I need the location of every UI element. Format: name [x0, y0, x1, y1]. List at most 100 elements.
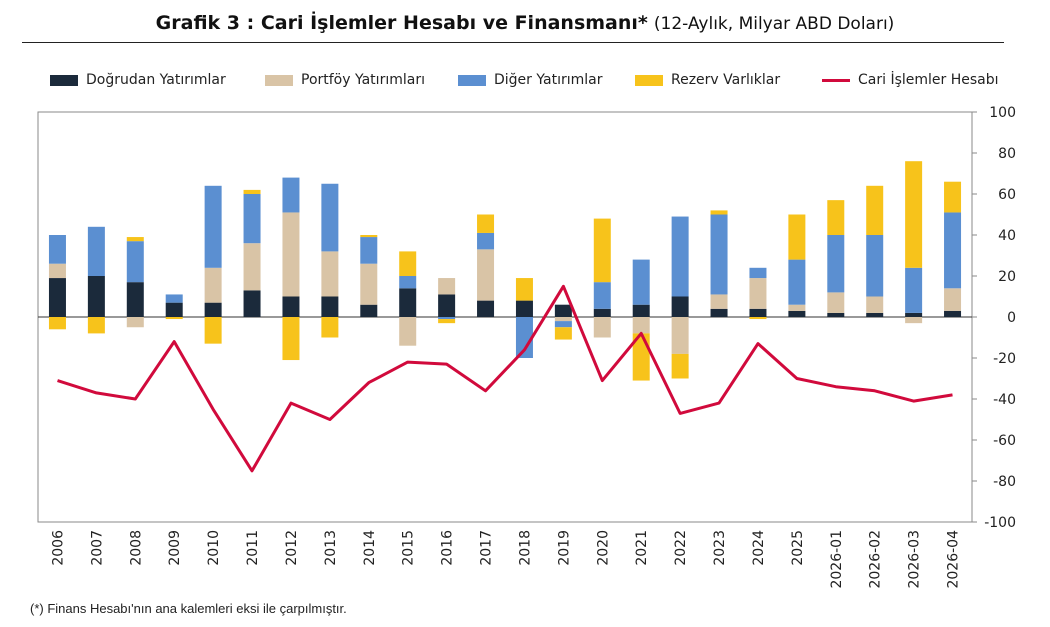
- legend-label-other: Diğer Yatırımlar: [494, 72, 603, 88]
- x-tick-label: 2010: [206, 530, 222, 566]
- x-tick-label: 2013: [323, 530, 339, 566]
- y-tick-label: -20: [993, 351, 1016, 367]
- legend-label-direct: Doğrudan Yatırımlar: [86, 72, 226, 88]
- bar-segment: [671, 216, 689, 297]
- x-tick-label: 2017: [479, 530, 495, 566]
- bar-segment: [788, 310, 806, 317]
- bar-segment: [515, 300, 533, 317]
- bar-segment: [282, 212, 300, 297]
- legend-line-current-account: [822, 78, 850, 82]
- bar-segment: [593, 218, 611, 283]
- bar-segment: [321, 183, 339, 252]
- chart-title-unit: (12-Aylık, Milyar ABD Doları): [653, 14, 895, 34]
- bar-segment: [126, 282, 144, 317]
- x-tick-label: 2026-03: [907, 530, 923, 589]
- bar-segment: [282, 177, 300, 213]
- bar-segment: [749, 308, 767, 317]
- current-account-line: [57, 284, 953, 473]
- bar-segment: [204, 267, 222, 303]
- y-tick-label: 0: [1007, 310, 1016, 326]
- bar-segment: [87, 226, 105, 276]
- bar-segment: [710, 214, 728, 295]
- legend-item-direct: Doğrudan Yatırımlar: [50, 72, 226, 88]
- bar-segment: [360, 235, 378, 238]
- bar-segment: [243, 243, 261, 291]
- bar-segment: [671, 317, 689, 354]
- bar-segment: [749, 317, 767, 320]
- x-tick-label: 2006: [50, 530, 66, 566]
- legend-swatch-portfolio: [265, 74, 293, 86]
- bar-segment: [243, 194, 261, 244]
- bar-segment: [126, 317, 144, 328]
- bar-segment: [905, 267, 923, 313]
- bar-segment: [593, 317, 611, 338]
- bar-segment: [710, 294, 728, 309]
- bar-segment: [632, 317, 650, 334]
- y-tick-label: -100: [984, 515, 1016, 531]
- legend-swatch-reserve: [635, 74, 663, 86]
- bar-segment: [944, 212, 962, 289]
- bar-segment: [788, 214, 806, 260]
- bar-segment: [866, 312, 884, 317]
- x-tick-label: 2012: [284, 530, 300, 566]
- x-tick-label: 2026-01: [829, 530, 845, 589]
- x-tick-label: 2026-02: [868, 530, 884, 589]
- bar-segment: [788, 304, 806, 311]
- bar-segment: [944, 181, 962, 213]
- x-tick-label: 2021: [634, 530, 650, 566]
- x-tick-label: 2025: [790, 530, 806, 566]
- bar-segment: [866, 296, 884, 313]
- x-tick-label: 2024: [751, 530, 767, 566]
- legend-item-current-account: Cari İşlemler Hesabı: [822, 72, 999, 88]
- bar-segment: [827, 292, 845, 313]
- bar-segment: [710, 308, 728, 317]
- bar-segment: [399, 251, 417, 276]
- bar-segment: [48, 317, 66, 330]
- y-tick-label: 40: [998, 228, 1016, 244]
- legend-item-reserve: Rezerv Varlıklar: [635, 72, 780, 88]
- bar-segment: [438, 319, 456, 324]
- bar-segment: [749, 278, 767, 309]
- legend-label-reserve: Rezerv Varlıklar: [671, 72, 781, 88]
- bar-segment: [827, 200, 845, 235]
- bar-segment: [866, 185, 884, 235]
- legend-swatch-other: [458, 74, 486, 86]
- chart-title: Grafik 3 : Cari İşlemler Hesabı ve Finan…: [0, 12, 1050, 34]
- y-tick-label: 20: [998, 269, 1016, 285]
- bar-segment: [593, 308, 611, 317]
- y-tick-label: -40: [993, 392, 1016, 408]
- bar-segment: [321, 317, 339, 338]
- legend-item-portfolio: Portföy Yatırımları: [265, 72, 425, 88]
- bar-segment: [554, 304, 572, 317]
- legend-swatch-direct: [50, 74, 78, 86]
- x-tick-label: 2019: [556, 530, 572, 566]
- bar-segment: [48, 278, 66, 317]
- bar-segment: [204, 185, 222, 268]
- bar-segment: [48, 235, 66, 264]
- bar-segment: [360, 263, 378, 305]
- bar-segment: [438, 278, 456, 295]
- bar-segment: [593, 282, 611, 309]
- bar-segment: [204, 302, 222, 317]
- x-tick-label: 2015: [401, 530, 417, 566]
- legend-label-portfolio: Portföy Yatırımları: [301, 72, 425, 88]
- x-tick-label: 2009: [167, 530, 183, 566]
- bar-segment: [554, 327, 572, 340]
- legend-item-other: Diğer Yatırımlar: [458, 72, 602, 88]
- bar-segment: [165, 317, 183, 320]
- bar-segment: [477, 249, 495, 301]
- bar-segment: [165, 302, 183, 317]
- bar-segment: [165, 294, 183, 303]
- bar-segment: [282, 296, 300, 317]
- bar-segment: [399, 317, 417, 346]
- bar-segment: [710, 210, 728, 215]
- bar-segment: [360, 304, 378, 317]
- bar-segment: [477, 214, 495, 233]
- bar-segment: [554, 317, 572, 322]
- bar-segment: [515, 278, 533, 301]
- bar-segment: [632, 259, 650, 305]
- bar-segment: [749, 267, 767, 279]
- bar-segment: [321, 251, 339, 297]
- bar-segment: [515, 317, 533, 358]
- bar-segment: [905, 161, 923, 268]
